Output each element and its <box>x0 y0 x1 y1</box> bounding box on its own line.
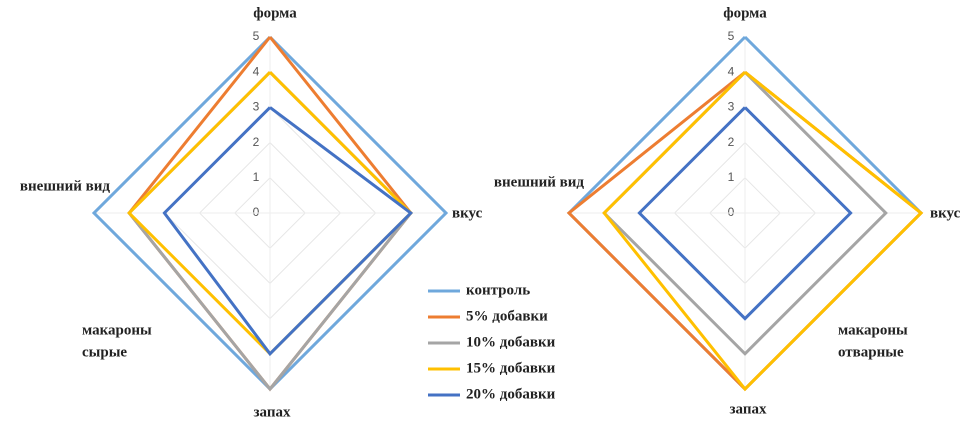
series-line <box>637 106 853 321</box>
category-label: форма <box>253 5 297 21</box>
legend-label: 20% добавки <box>466 386 556 402</box>
legend-label: 10% добавки <box>466 334 556 350</box>
tick-label: 4 <box>728 64 735 78</box>
category-label: внешний вид <box>494 174 584 190</box>
chart-title: сырые <box>82 344 127 360</box>
tick-label: 1 <box>253 170 260 184</box>
tick-label: 0 <box>728 205 735 219</box>
tick-label: 2 <box>253 135 260 149</box>
category-label: форма <box>723 5 767 21</box>
category-label: внешний вид <box>20 178 110 194</box>
tick-label: 2 <box>728 135 735 149</box>
tick-label: 5 <box>253 29 260 43</box>
legend-label: 15% добавки <box>466 360 556 376</box>
tick-label: 1 <box>728 170 735 184</box>
category-label: запах <box>254 404 291 420</box>
legend-label: 5% добавки <box>466 308 548 324</box>
tick-label: 0 <box>253 205 260 219</box>
tick-label: 3 <box>728 100 735 114</box>
tick-label: 5 <box>728 29 735 43</box>
category-label: запах <box>730 401 767 417</box>
chart-title: макароны <box>82 322 152 338</box>
category-label: вкус <box>452 205 483 221</box>
series-line <box>602 71 924 392</box>
chart-title: макароны <box>838 322 908 338</box>
series-line <box>162 106 414 357</box>
category-label: вкус <box>930 205 961 221</box>
tick-label: 3 <box>253 100 260 114</box>
tick-label: 4 <box>253 64 260 78</box>
legend-label: контроль <box>466 282 530 298</box>
chart-title: отварные <box>838 344 904 360</box>
